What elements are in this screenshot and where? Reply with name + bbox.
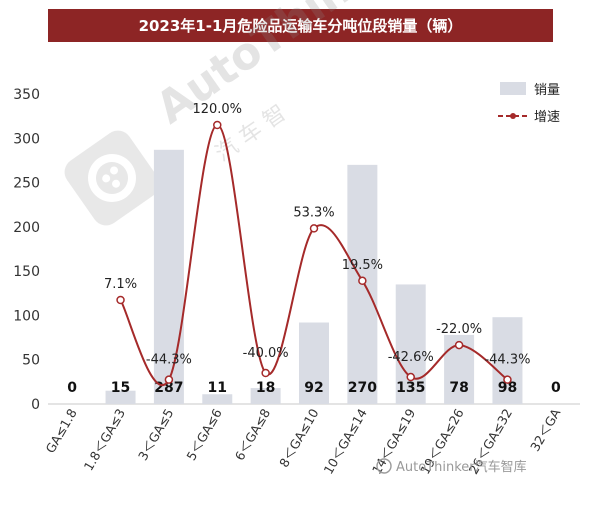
bar-series <box>105 149 523 404</box>
growth-line <box>119 123 509 387</box>
bar-value-label: 135 <box>396 380 425 396</box>
bar-value-label: 98 <box>498 380 517 396</box>
x-tick-label: 6＜GA≤8 <box>232 406 274 463</box>
bar-value-label: 18 <box>256 380 275 396</box>
growth-value-label: 7.1% <box>104 277 137 292</box>
watermark-logo-text: AutoThinker <box>147 0 426 134</box>
growth-point <box>116 295 125 305</box>
growth-value-label: -42.6% <box>388 350 434 365</box>
growth-point <box>454 340 464 350</box>
growth-value-labels: 7.1% -44.3% 120.0% -40.0% 53.3% 19.5% -42.6%-2… <box>104 102 530 368</box>
growth-value-label: -22.0% <box>436 322 482 337</box>
y-tick-label: 350 <box>13 87 40 103</box>
brand-watermark-text: AutoThinker汽车智库 <box>396 459 527 475</box>
growth-value-label: -44.3% <box>146 353 192 368</box>
growth-point <box>406 372 415 382</box>
growth-value-label: 53.3% <box>293 205 334 220</box>
x-tick-label: 8＜GA≤10 <box>276 406 322 470</box>
growth-point <box>309 224 319 233</box>
bar-value-label: 78 <box>449 380 468 396</box>
x-tick-label: 1.8＜GA≤3 <box>81 406 129 473</box>
legend-line-marker <box>510 113 516 119</box>
bar <box>153 149 184 404</box>
y-tick-label: 200 <box>13 220 40 236</box>
y-tick-label: 150 <box>13 264 40 280</box>
y-tick-label: 100 <box>13 308 40 324</box>
bar <box>395 284 426 404</box>
legend-bar-label: 销量 <box>534 83 560 98</box>
growth-point <box>164 375 174 384</box>
y-tick-label: 50 <box>22 353 40 369</box>
growth-point <box>503 375 512 384</box>
bar <box>105 390 136 404</box>
x-tick-label: 3＜GA≤5 <box>135 406 177 463</box>
chart-title: 2023年1-1月危险品运输车分吨位段销量（辆） <box>48 9 553 42</box>
bar <box>250 388 281 404</box>
legend-line-label: 增速 <box>534 110 560 125</box>
growth-value-label: -44.3% <box>484 353 530 368</box>
bar-value-label: 270 <box>348 380 377 396</box>
legend-bar-swatch <box>500 82 526 95</box>
bar-value-label: 15 <box>111 380 130 396</box>
growth-point <box>358 276 367 286</box>
x-tick-label: GA≤1.8 <box>42 406 79 456</box>
y-tick-label: 300 <box>13 131 40 147</box>
growth-value-label: -40.0% <box>243 346 289 361</box>
bar-value-labels: 0 15 287 11 18 92 270 135 78 98 0 <box>67 380 561 396</box>
growth-value-label: 19.5% <box>342 258 383 273</box>
wechat-icon <box>376 458 392 474</box>
y-tick-label: 250 <box>13 176 40 192</box>
growth-point <box>261 368 270 378</box>
bar-value-label: 92 <box>304 380 323 396</box>
y-axis-ticks: 0 50 100 150 200 250 300 350 <box>13 87 40 413</box>
x-tick-label: 32＜GA <box>527 406 564 454</box>
x-tick-label: 10＜GA≤14 <box>320 406 370 477</box>
growth-line-series <box>116 120 512 387</box>
brand-watermark: AutoThinker汽车智库 <box>376 458 527 475</box>
bar-value-label: 0 <box>67 380 77 396</box>
bar <box>492 317 523 404</box>
y-tick-label: 0 <box>31 397 40 413</box>
bar-value-label: 11 <box>208 380 227 396</box>
bar-value-label: 0 <box>551 380 561 396</box>
bar <box>202 394 233 404</box>
bar <box>299 322 329 404</box>
x-tick-label: 5＜GA≤6 <box>183 406 225 463</box>
growth-value-label: 120.0% <box>192 102 242 117</box>
growth-point <box>213 120 222 130</box>
bar-value-label: 287 <box>154 380 183 396</box>
